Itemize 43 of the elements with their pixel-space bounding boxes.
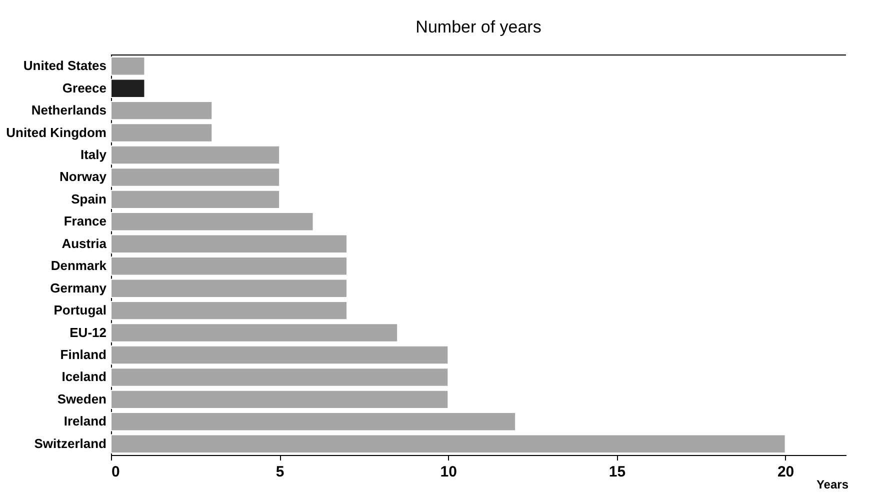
x-tick-label: 5 bbox=[276, 464, 284, 480]
y-tick-label: Portugal bbox=[54, 302, 106, 318]
y-tick-label: Ireland bbox=[64, 414, 107, 429]
bar bbox=[110, 56, 146, 76]
y-tick-label: Greece bbox=[62, 80, 106, 96]
y-tick-label: Denmark bbox=[50, 258, 108, 274]
y-tick-label: Germany bbox=[50, 280, 108, 296]
bar bbox=[110, 145, 280, 165]
bar bbox=[110, 300, 348, 320]
bar bbox=[110, 78, 146, 98]
y-tick-label: Iceland bbox=[62, 369, 107, 384]
y-tick-label: EU-12 bbox=[70, 324, 106, 340]
bar bbox=[110, 323, 398, 342]
y-tick-label: Sweden bbox=[57, 391, 107, 406]
y-tick-label: United Kingdom bbox=[6, 124, 106, 140]
y-tick-label: Norway bbox=[60, 169, 108, 184]
bar bbox=[110, 368, 449, 387]
bar bbox=[110, 390, 449, 410]
bar bbox=[110, 278, 348, 298]
bar bbox=[110, 168, 280, 187]
y-tick-label: Switzerland bbox=[34, 436, 107, 451]
bar bbox=[110, 123, 213, 142]
bar bbox=[110, 234, 348, 254]
y-tick-label: Italy bbox=[80, 147, 108, 162]
chart-title: Number of years bbox=[416, 18, 542, 36]
bar bbox=[110, 256, 348, 276]
bar bbox=[110, 345, 449, 365]
x-tick-label: 15 bbox=[608, 464, 626, 480]
bar bbox=[110, 434, 786, 454]
x-tick-label: 20 bbox=[777, 464, 794, 480]
y-tick-label: Austria bbox=[62, 236, 108, 251]
bar bbox=[110, 212, 314, 232]
y-tick-label: Netherlands bbox=[31, 102, 106, 118]
y-tick-label: France bbox=[64, 214, 106, 229]
y-tick-label: Finland bbox=[60, 347, 107, 362]
bar bbox=[110, 100, 213, 120]
bar bbox=[110, 412, 516, 432]
x-tick-label: 10 bbox=[440, 464, 457, 480]
y-tick-label: Spain bbox=[71, 191, 107, 206]
x-tick-label: 0 bbox=[112, 464, 120, 480]
x-axis-title: Years bbox=[816, 478, 849, 492]
y-tick-label: United States bbox=[23, 58, 106, 74]
bar bbox=[110, 190, 280, 210]
